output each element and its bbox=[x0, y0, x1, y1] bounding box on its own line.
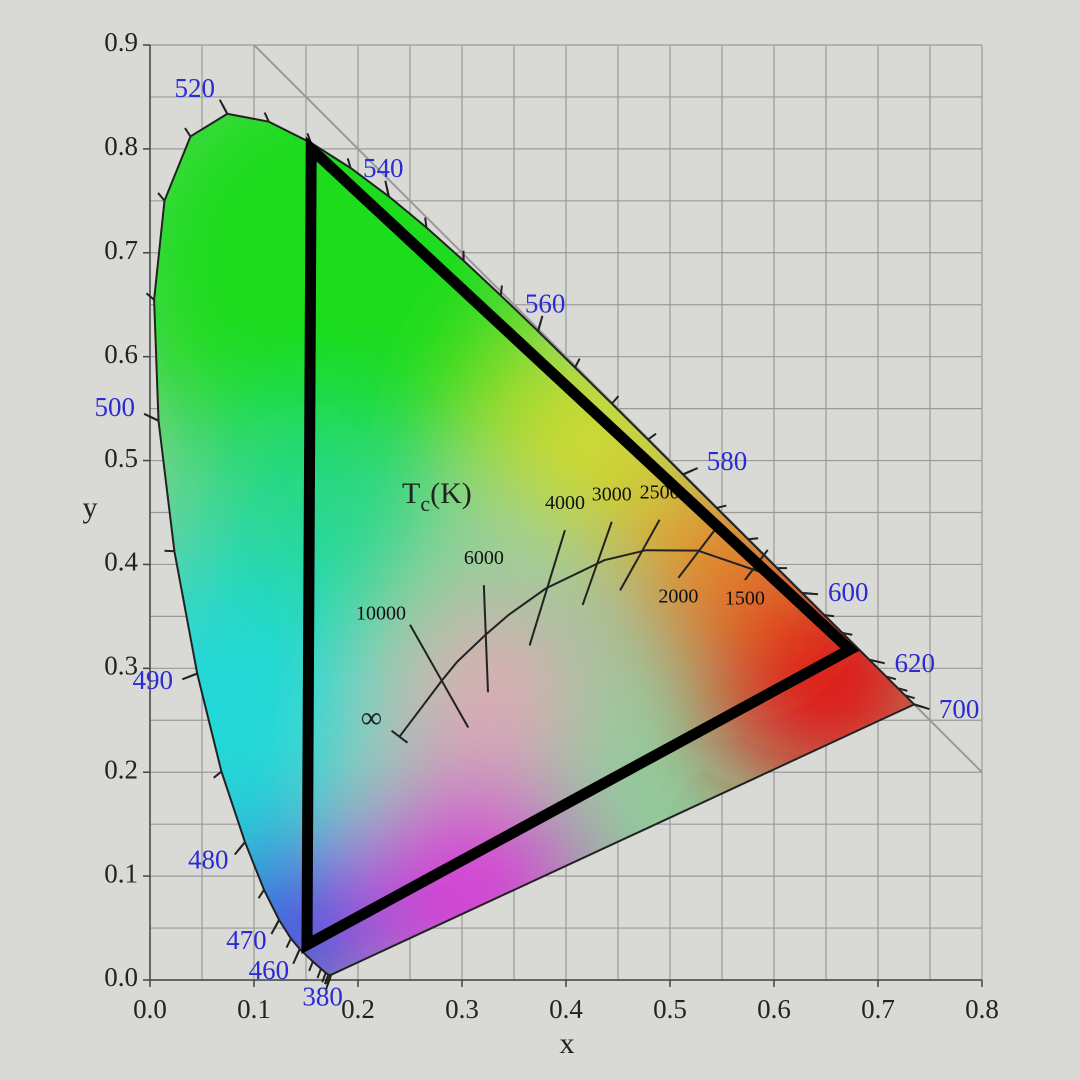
x-tick-label: 0.2 bbox=[341, 994, 375, 1024]
infinity-bar bbox=[390, 729, 409, 744]
wavelength-tick bbox=[384, 180, 390, 197]
tc-label: Tc(K) bbox=[402, 477, 472, 516]
wavelength-label: 500 bbox=[95, 392, 136, 422]
wavelength-tick bbox=[913, 703, 930, 711]
locus-tick bbox=[316, 968, 322, 979]
locus-tick bbox=[716, 504, 727, 509]
x-tick-label: 0.3 bbox=[445, 994, 479, 1024]
locus-tick bbox=[499, 285, 503, 296]
y-tick-label: 0.1 bbox=[104, 858, 138, 888]
locus-tick bbox=[213, 770, 223, 779]
locus-tick bbox=[324, 974, 330, 985]
locus-tick bbox=[748, 537, 759, 541]
isotherm bbox=[409, 624, 470, 729]
y-tick-label: 0.5 bbox=[104, 443, 138, 473]
tc-label-main: T bbox=[402, 477, 420, 510]
locus-tick bbox=[308, 961, 314, 972]
tc-label-sub: c bbox=[420, 491, 430, 516]
wavelength-label: 490 bbox=[132, 665, 173, 695]
locus-tick bbox=[321, 972, 327, 983]
wavelength-tick bbox=[868, 658, 885, 665]
temperature-label: 10000 bbox=[356, 602, 406, 624]
wavelength-tick bbox=[218, 99, 229, 115]
locus-tick bbox=[164, 549, 175, 553]
wavelength-label: 580 bbox=[707, 446, 748, 476]
wavelength-label: 460 bbox=[249, 955, 290, 985]
isotherm bbox=[619, 519, 661, 591]
wavelength-tick bbox=[802, 592, 819, 596]
gamut-triangle bbox=[301, 136, 860, 954]
wavelength-tick bbox=[181, 672, 198, 681]
isotherm bbox=[581, 521, 613, 606]
locus-tick bbox=[285, 938, 292, 948]
isotherm bbox=[482, 585, 489, 693]
temperature-label: 4000 bbox=[545, 492, 585, 514]
wavelength-tick bbox=[234, 841, 246, 856]
locus-tick bbox=[823, 613, 835, 618]
x-tick-label: 0.5 bbox=[653, 994, 687, 1024]
locus-tick bbox=[885, 675, 897, 681]
locus-tick bbox=[904, 694, 915, 700]
wavelength-tick bbox=[270, 919, 280, 935]
wavelength-label: 520 bbox=[174, 73, 215, 103]
x-tick-label: 0.8 bbox=[965, 994, 999, 1024]
x-tick-label: 0.7 bbox=[861, 994, 895, 1024]
wavelength-tick bbox=[143, 412, 159, 422]
y-tick-label: 0.0 bbox=[104, 962, 138, 992]
x-tick-label: 0.4 bbox=[549, 994, 583, 1024]
blend-pink bbox=[400, 600, 580, 780]
wavelength-label: 600 bbox=[828, 577, 869, 607]
y-tick-label: 0.6 bbox=[104, 339, 138, 369]
blend-green bbox=[154, 113, 560, 490]
locus-tick bbox=[424, 217, 428, 228]
wavelength-label: 560 bbox=[525, 288, 566, 318]
locus-tick bbox=[157, 192, 166, 202]
y-tick-label: 0.9 bbox=[104, 27, 138, 57]
wavelength-tick bbox=[292, 948, 301, 965]
wavelength-label: 540 bbox=[363, 153, 404, 183]
locus-tick bbox=[263, 112, 270, 123]
wavelength-label: 480 bbox=[188, 844, 229, 874]
wavelength-label: 470 bbox=[226, 925, 267, 955]
locus-tick bbox=[842, 632, 853, 636]
x-tick-label: 0.1 bbox=[237, 994, 271, 1024]
y-axis-label: y bbox=[83, 491, 98, 524]
locus-tick bbox=[574, 358, 581, 368]
locus-tick bbox=[145, 292, 155, 301]
temperature-label: 2000 bbox=[658, 586, 698, 608]
wavelength-label: 700 bbox=[939, 694, 980, 724]
wavelength-tick bbox=[324, 974, 333, 991]
locus-tick bbox=[184, 127, 192, 137]
wavelength-tick bbox=[682, 467, 699, 476]
tc-label-unit: (K) bbox=[430, 477, 472, 510]
blend-cyan bbox=[154, 570, 370, 870]
wavelength-label: 380 bbox=[302, 982, 343, 1012]
locus-tick bbox=[897, 687, 908, 692]
locus-tick bbox=[257, 889, 265, 899]
temperature-label: 3000 bbox=[592, 483, 632, 505]
isotherm bbox=[528, 529, 566, 646]
y-tick-label: 0.7 bbox=[104, 235, 138, 265]
wavelength-tick bbox=[537, 315, 544, 332]
y-tick-label: 0.3 bbox=[104, 651, 138, 681]
x-tick-label: 0.0 bbox=[133, 994, 167, 1024]
y-tick-label: 0.8 bbox=[104, 131, 138, 161]
x-axis-label: x bbox=[560, 1027, 575, 1060]
planckian-locus bbox=[398, 549, 785, 738]
temperature-label: 6000 bbox=[464, 547, 504, 569]
wavelength-label: 620 bbox=[894, 648, 935, 678]
locus-tick bbox=[346, 158, 352, 169]
locus-tick bbox=[647, 432, 657, 441]
isotherm bbox=[677, 529, 716, 579]
infinity-label: ∞ bbox=[361, 702, 382, 735]
y-tick-label: 0.2 bbox=[104, 754, 138, 784]
locus-tick bbox=[611, 395, 620, 405]
temperature-label: 1500 bbox=[725, 588, 765, 610]
x-tick-label: 0.6 bbox=[757, 994, 791, 1024]
y-tick-label: 0.4 bbox=[104, 547, 138, 577]
